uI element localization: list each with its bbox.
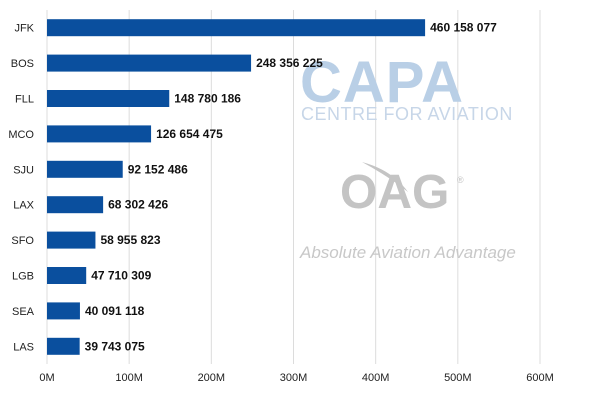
category-label-sju: SJU [13, 164, 34, 176]
watermark-layer: CAPA CENTRE FOR AVIATION OAG ® Absolute … [299, 50, 516, 262]
category-label-sfo: SFO [11, 235, 34, 247]
category-label-lax: LAX [13, 200, 34, 212]
oag-registered-mark: ® [457, 175, 464, 185]
bar-sea [47, 302, 80, 320]
x-tick-label: 500M [444, 372, 472, 384]
x-tick-label: 300M [280, 372, 308, 384]
bar-las [47, 337, 80, 355]
bars-layer: 460 158 077 248 356 225 148 780 186 126 654… [47, 19, 497, 355]
bar-jfk [47, 19, 426, 37]
data-label-sea: 40 091 118 [85, 304, 145, 318]
data-label-lgb: 47 710 309 [91, 269, 151, 283]
bar-sju [47, 160, 123, 178]
data-label-lax: 68 302 426 [108, 198, 168, 212]
x-tick-label: 400M [362, 372, 390, 384]
bar-sfo [47, 231, 96, 249]
data-label-sju: 92 152 486 [128, 162, 188, 176]
category-label-las: LAS [13, 341, 34, 353]
x-axis-tick-labels: 0M 100M 200M 300M 400M 500M 600M [39, 372, 553, 384]
oag-watermark-logo: OAG [340, 166, 449, 219]
category-label-mco: MCO [8, 129, 34, 141]
x-tick-label: 200M [198, 372, 226, 384]
data-label-bos: 248 356 225 [256, 56, 323, 70]
category-label-jfk: JFK [14, 23, 34, 35]
x-tick-label: 600M [526, 372, 554, 384]
capa-watermark-logo: CAPA [300, 50, 464, 115]
category-label-bos: BOS [11, 58, 34, 70]
x-tick-label: 100M [115, 372, 143, 384]
data-label-mco: 126 654 475 [156, 127, 223, 141]
capa-watermark-subtitle: CENTRE FOR AVIATION [301, 104, 513, 124]
data-label-las: 39 743 075 [85, 339, 145, 353]
oag-watermark-tagline: Absolute Aviation Advantage [299, 243, 516, 262]
x-tick-label: 0M [39, 372, 54, 384]
bar-fll [47, 90, 170, 107]
bar-mco [47, 125, 152, 143]
data-label-sfo: 58 955 823 [100, 233, 160, 247]
bar-lgb [47, 267, 87, 284]
category-label-lgb: LGB [12, 271, 34, 283]
category-labels: JFK BOS FLL MCO SJU LAX SFO LGB SEA LAS [8, 23, 34, 354]
bar-bos [47, 54, 252, 72]
data-label-jfk: 460 158 077 [430, 21, 497, 35]
data-label-fll: 148 780 186 [174, 92, 241, 106]
bar-lax [47, 196, 104, 214]
category-label-sea: SEA [12, 306, 35, 318]
category-label-fll: FLL [15, 94, 34, 106]
